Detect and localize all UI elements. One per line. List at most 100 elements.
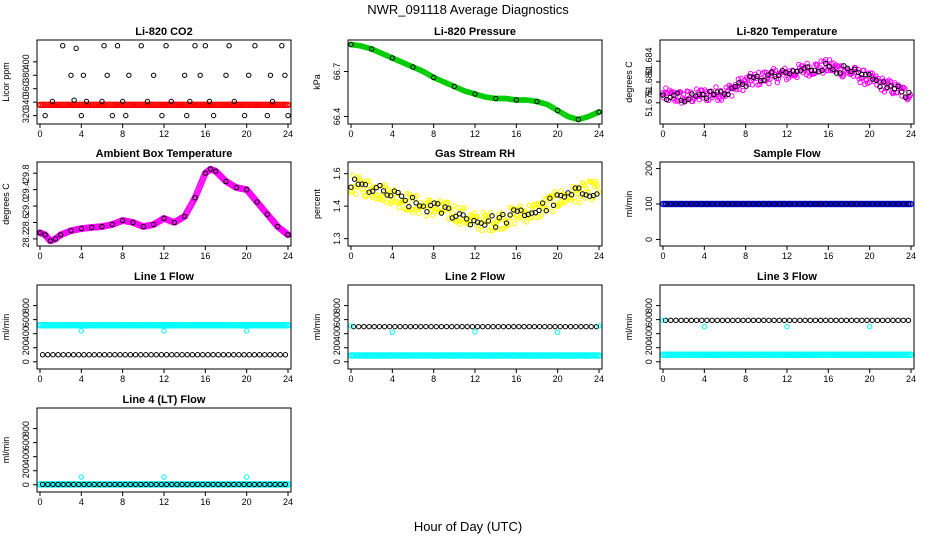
data-point [740,87,746,94]
y-tick-label: 400 [21,449,31,464]
data-point [143,352,149,358]
data-point [869,70,875,76]
data-point [220,352,227,358]
data-point [397,323,403,330]
data-point [389,55,396,61]
data-point [363,194,369,200]
data-point [718,89,724,95]
data-point [138,481,144,488]
data-point [264,112,271,119]
data-point [47,238,54,244]
panel-plot-area [660,56,914,106]
data-point [194,481,201,488]
data-point [841,63,847,69]
data-point [243,328,250,334]
data-point [282,481,289,488]
x-tick-label: 16 [511,251,521,261]
y-tick-label: 28.6 [21,214,31,232]
data-point [699,201,705,207]
data-point [428,323,434,330]
data-point [256,481,263,488]
data-point [358,178,364,184]
data-point [771,201,777,207]
y-tick-label: 1.6 [332,167,342,180]
data-point [68,227,74,234]
data-point [593,323,600,330]
data-point [745,201,751,207]
data-point [50,481,56,488]
data-point [210,352,216,358]
y-tick-label: 51.676 [644,89,654,117]
data-point [57,232,64,238]
data-point [107,352,113,358]
data-point [389,329,396,335]
data-point [843,317,850,324]
data-point [184,481,190,488]
data-point [880,79,887,85]
data-point [161,328,167,334]
data-point [205,481,211,488]
data-point [70,481,77,488]
data-point [418,323,424,330]
data-point [49,98,56,105]
panel-ylabel: Licor ppm [1,62,11,102]
data-point [851,66,858,72]
data-point [225,352,232,358]
data-point [492,224,499,230]
data-point [529,210,535,216]
data-point [86,481,92,488]
data-point [485,218,492,224]
panel-ylabel: kPa [312,74,322,90]
data-point [489,213,495,219]
data-point [838,317,844,324]
data-point [802,317,808,324]
data-point [583,323,589,330]
panel-9: Line 3 Flow ml/min 0 4 8 12 16 20 24 0 20040060080… [624,271,916,384]
data-point [680,91,687,97]
x-tick-label: 8 [120,251,125,261]
x-tick-label: 24 [594,129,604,139]
data-point [393,194,400,201]
data-point [169,481,175,488]
data-point [251,481,258,488]
data-point [688,201,695,207]
data-point [492,95,499,102]
data-point [179,481,185,488]
x-tick-label: 0 [37,374,42,384]
data-point [828,201,834,207]
x-tick-label: 4 [390,374,395,384]
data-point [406,203,412,210]
data-point [817,201,824,207]
data-point [460,212,466,218]
panel-title: Line 3 Flow [757,271,817,283]
data-point [745,317,751,324]
y-tick-label: 29.8 [21,164,31,182]
panel-title: Gas Stream RH [435,148,515,160]
data-point [714,317,720,324]
data-point [83,98,90,105]
data-point [668,201,674,207]
y-tick-label: 600 [332,312,342,327]
data-point [398,193,405,199]
data-point [823,56,829,63]
data-point [454,323,460,330]
data-point [823,317,829,324]
panel-ylabel: percent [312,188,322,219]
x-tick-label: 8 [120,374,125,384]
data-point [838,201,844,207]
x-tick-label: 0 [660,251,665,261]
data-point [388,193,394,199]
data-point [143,481,149,488]
data-point [683,201,689,207]
data-point [749,82,755,88]
data-point [521,323,527,330]
data-point [169,352,175,358]
y-tick-label: 29.0 [21,197,31,215]
data-point [272,352,278,358]
data-point [76,481,82,488]
data-point [453,219,459,225]
x-tick-label: 24 [594,251,604,261]
data-point [837,70,843,76]
data-point [202,170,209,176]
x-tick-label: 4 [702,129,707,139]
